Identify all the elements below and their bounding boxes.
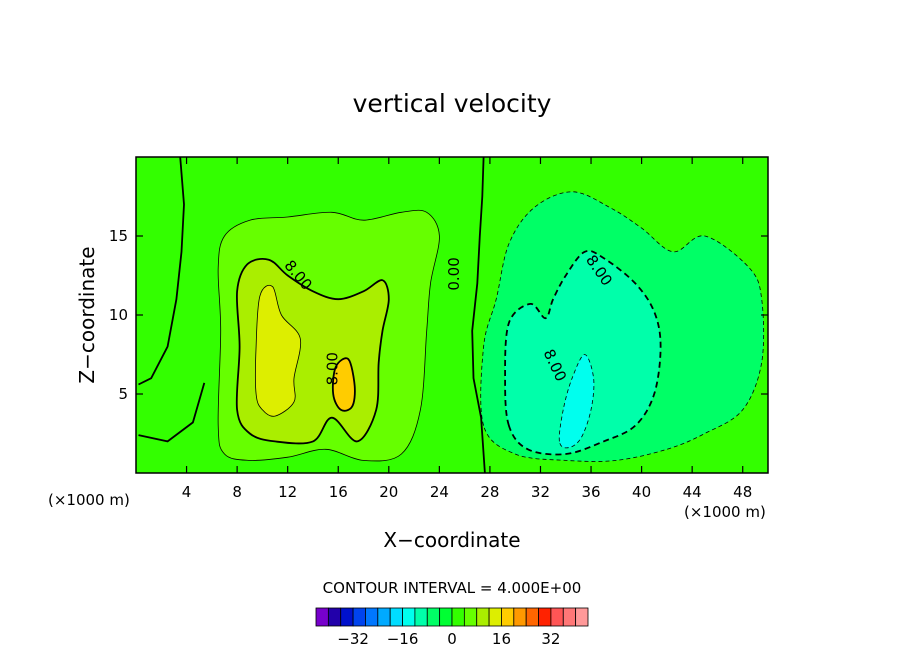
colorbar-swatch <box>439 607 453 627</box>
x-axis-title: X−coordinate <box>383 528 520 552</box>
plot-area: 8.00 0.00 8.008.00 8.00 <box>136 157 768 473</box>
colorbar-swatch <box>562 607 577 627</box>
x-tick-label: 44 <box>683 483 702 501</box>
zero-contour-2 <box>138 382 206 443</box>
x-tick-label: 36 <box>581 483 600 501</box>
chart-title: vertical velocity <box>353 89 552 118</box>
colorbar-swatch <box>402 607 416 627</box>
colorbar-swatch <box>451 607 465 627</box>
colorbar-tick-label: 32 <box>541 630 560 648</box>
colorbar-swatch <box>550 607 564 627</box>
x-unit-label: (×1000 m) <box>684 503 766 521</box>
updraft-contour-2 <box>255 284 302 417</box>
y-axis: 5 10 15 <box>109 227 768 403</box>
colorbar-tick-label: −32 <box>337 630 369 648</box>
y-tick-label: 5 <box>118 385 128 403</box>
colorbar-swatch <box>377 607 391 627</box>
contour-label: 0.00 <box>445 257 463 290</box>
x-axis: 4 8 12 16 20 24 28 32 36 40 44 48 <box>182 157 752 501</box>
x-tick-label: 40 <box>632 483 651 501</box>
colorbar-swatch <box>389 607 403 627</box>
colorbar-swatch <box>513 607 527 627</box>
x-tick-label: 12 <box>278 483 297 501</box>
contour-interval-label: CONTOUR INTERVAL = 4.000E+00 <box>323 579 582 597</box>
colorbar-swatch <box>501 607 515 627</box>
colorbar-swatch <box>488 607 502 627</box>
colorbar-swatch <box>525 607 539 627</box>
colorbar-swatch <box>538 607 552 627</box>
colorbar-tick-label: −16 <box>387 630 419 648</box>
colorbar-swatch <box>575 607 589 627</box>
x-tick-label: 32 <box>531 483 550 501</box>
colorbar-swatch <box>365 607 379 627</box>
x-tick-label: 24 <box>430 483 449 501</box>
x-tick-label: 20 <box>379 483 398 501</box>
colorbar-swatch <box>315 607 329 627</box>
downdraft-contour-2 <box>558 354 595 449</box>
y-tick-label: 10 <box>109 306 128 324</box>
colorbar-swatch <box>463 607 478 627</box>
colorbar-swatch <box>340 607 354 627</box>
colorbar-swatch <box>476 607 490 627</box>
x-tick-label: 8 <box>232 483 242 501</box>
y-tick-label: 15 <box>109 227 128 245</box>
colorbar-tick-label: 16 <box>492 630 511 648</box>
colorbar-swatch <box>414 607 428 627</box>
x-tick-label: 4 <box>182 483 192 501</box>
colorbar: −32 −16 0 16 32 <box>315 607 589 648</box>
x-tick-label: 48 <box>733 483 752 501</box>
zero-contour-0 <box>138 157 185 386</box>
colorbar-swatch <box>352 607 366 627</box>
colorbar-swatch <box>426 607 441 627</box>
y-axis-title: Z−coordinate <box>75 246 99 383</box>
updraft-contour-3 <box>331 357 356 412</box>
zero-contour-1 <box>471 157 486 473</box>
x-tick-label: 28 <box>480 483 499 501</box>
contour-label: 8.00 <box>324 352 342 385</box>
x-tick-label: 16 <box>329 483 348 501</box>
z-unit-label: (×1000 m) <box>48 491 130 509</box>
downdraft-contour-1 <box>504 249 662 456</box>
colorbar-tick-label: 0 <box>447 630 457 648</box>
colorbar-swatch <box>327 607 342 627</box>
